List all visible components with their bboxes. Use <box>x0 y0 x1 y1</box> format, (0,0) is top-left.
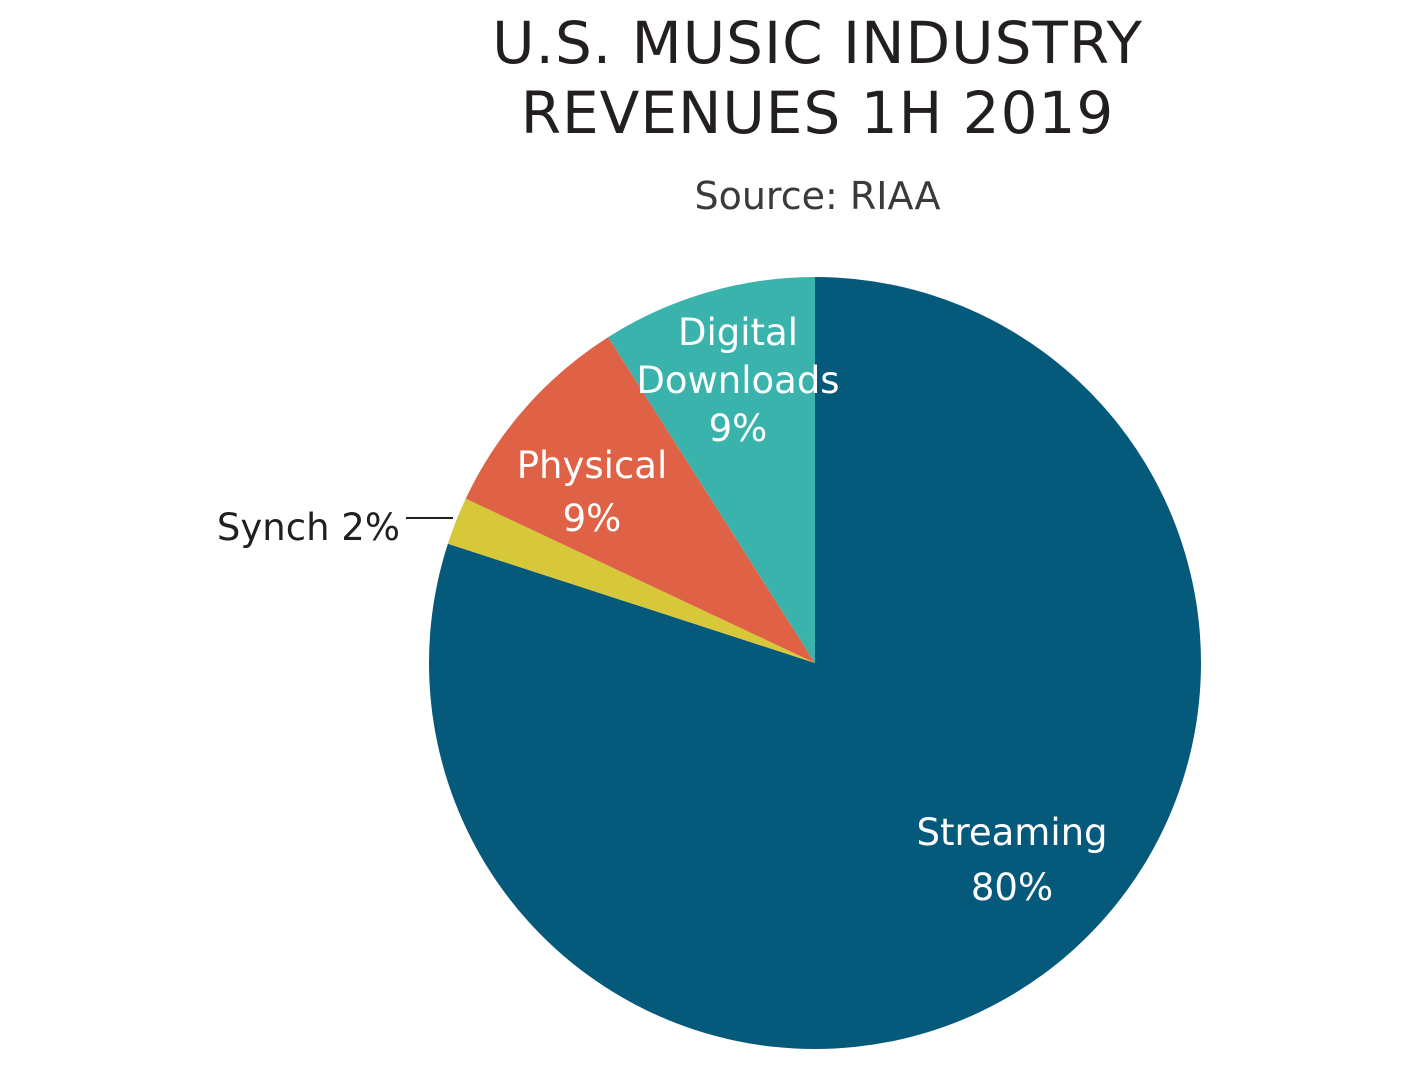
slice-label-line: Synch 2% <box>217 506 400 549</box>
pie-slice-synch <box>447 498 815 663</box>
slice-label-line: Downloads <box>636 359 839 402</box>
slice-label-line: 9% <box>709 407 768 450</box>
slice-label-digital-downloads: Digital Downloads 9% <box>636 311 839 450</box>
pie-slice-digital-downloads <box>608 277 815 663</box>
pie-slice-physical <box>465 337 815 663</box>
chart-title-line-2: REVENUES 1H 2019 <box>520 79 1115 147</box>
slice-label-line: 80% <box>971 866 1053 909</box>
chart-title-line-1: U.S. MUSIC INDUSTRY <box>492 9 1143 77</box>
chart-subtitle: Source: RIAA <box>694 174 941 218</box>
pie-slice-streaming <box>428 277 1201 1049</box>
slice-label-line: Streaming <box>916 811 1107 854</box>
slice-label-streaming: Streaming 80% <box>916 811 1107 909</box>
slice-label-physical: Physical 9% <box>517 444 668 540</box>
slice-label-line: 9% <box>563 497 622 540</box>
slice-label-line: Physical <box>517 444 668 487</box>
slice-label-synch: Synch 2% <box>217 506 400 549</box>
slice-label-line: Digital <box>678 311 798 354</box>
chart-title: U.S. MUSIC INDUSTRY REVENUES 1H 2019 <box>0 8 1417 148</box>
